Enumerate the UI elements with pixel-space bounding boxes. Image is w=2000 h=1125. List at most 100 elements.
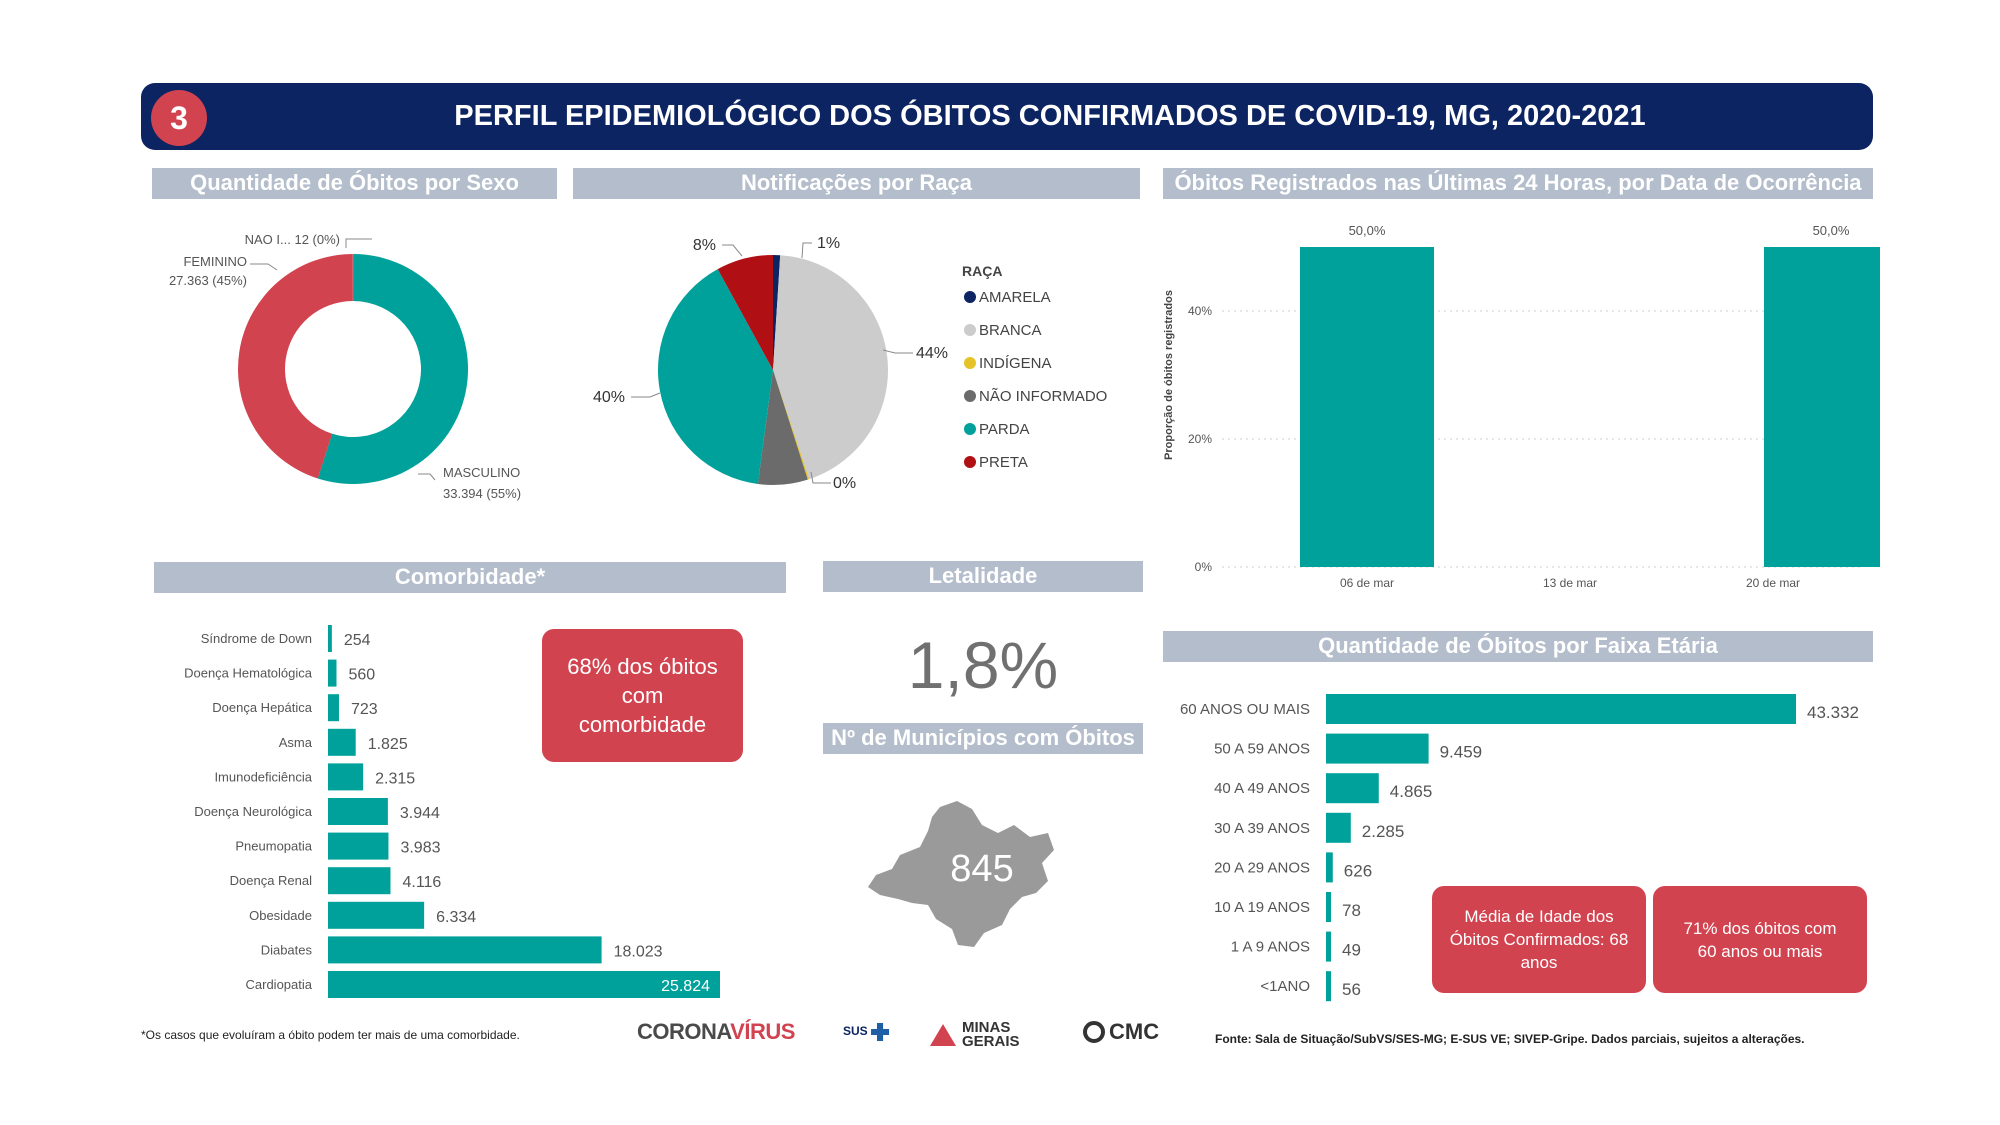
comorbidity-bar-chart: Síndrome de Down 254 Doença Hematológica 56…	[184, 625, 720, 998]
race-pie-chart: 1% 8% 44% 40% 0% RAÇA AMARELA BRANCA INDÍG…	[593, 235, 1107, 492]
legend-marker-amarela	[964, 291, 976, 303]
comorbidity-bar-cardiopatia	[328, 971, 720, 998]
nao-informado-leader	[345, 238, 372, 248]
age-category-5: 20 A 29 ANOS	[1214, 859, 1310, 876]
age-bar-1-a-9-anos	[1326, 931, 1331, 962]
legend-title: RAÇA	[962, 263, 1002, 279]
logo-mg-text: MINAS GERAIS	[962, 1019, 1020, 1050]
race-slice-nao-informado	[757, 370, 808, 485]
comorbidity-bar-diabates	[328, 936, 602, 964]
lethality-value: 1,8%	[907, 628, 1059, 702]
comorbidity-category-9: Obesidade	[249, 908, 312, 923]
parda-pct: 40%	[593, 389, 625, 406]
legend-label-indigena: INDÍGENA	[979, 355, 1052, 372]
age-bar-1ano	[1326, 971, 1331, 1002]
section-title-last24: Óbitos Registrados nas Últimas 24 Horas,…	[1163, 168, 1873, 199]
state-shape	[868, 801, 1054, 947]
comorbidity-bar-obesidade	[328, 901, 425, 929]
race-pie-group	[658, 255, 888, 485]
comorbidity-value-4: 1.825	[368, 736, 408, 753]
header-banner	[141, 83, 1873, 150]
legend-marker-parda	[964, 423, 976, 435]
comorbidity-value-7: 3.983	[400, 840, 440, 857]
legend-marker-indigena	[964, 357, 976, 369]
branca-pct: 44%	[916, 345, 948, 362]
comorbidity-value-3: 723	[351, 701, 378, 718]
y-tick-20: 20%	[1188, 432, 1212, 446]
x-tick-2: 13 de mar	[1543, 576, 1597, 590]
section-title-age: Quantidade de Óbitos por Faixa Etária	[1163, 631, 1873, 662]
race-legend: RAÇA AMARELA BRANCA INDÍGENA NÃO INFORMADO P…	[962, 263, 1107, 471]
y-axis-label: Proporção de óbitos registrados	[1163, 290, 1175, 460]
logo-corona-text: CORONA	[637, 1019, 731, 1044]
comorbidity-category-10: Diabates	[261, 942, 313, 957]
feminino-leader	[250, 263, 278, 271]
comorbidity-bar-doenca-renal	[328, 867, 391, 895]
age-bar-20-a-29-anos	[1326, 852, 1333, 883]
comorbidity-bar-doenca-hepatica	[328, 694, 339, 722]
comorbidity-category-5: Imunodeficiência	[214, 769, 312, 784]
race-slice-amarela	[773, 255, 781, 370]
age-category-4: 30 A 39 ANOS	[1214, 820, 1310, 837]
section-title-lethality: Letalidade	[823, 561, 1143, 592]
data-source: Fonte: Sala de Situação/SubVS/SES-MG; E-…	[1215, 1032, 1805, 1046]
race-slice-branca	[773, 255, 888, 480]
y-tick-40: 40%	[1188, 304, 1212, 318]
comorbidity-category-2: Doença Hematológica	[184, 666, 313, 681]
comorbidity-bar-doenca-hematologica	[328, 659, 337, 687]
comorbidity-value-6: 3.944	[400, 805, 440, 822]
logo-virus-text: VÍRUS	[730, 1019, 795, 1044]
comorbidity-category-6: Doença Neurológica	[194, 804, 313, 819]
section-title-sex: Quantidade de Óbitos por Sexo	[152, 168, 557, 199]
x-tick-3: 20 de mar	[1746, 576, 1800, 590]
parda-leader	[631, 392, 661, 398]
legend-marker-nao-informado	[964, 390, 976, 402]
age-category-8: <1ANO	[1260, 978, 1310, 995]
comorbidity-value-1: 254	[344, 632, 371, 649]
masculino-label: MASCULINO	[443, 465, 520, 480]
footnote: *Os casos que evoluíram a óbito podem te…	[141, 1028, 520, 1042]
legend-label-preta: PRETA	[979, 454, 1028, 471]
nao-informado-label: NAO I... 12 (0%)	[245, 232, 340, 247]
comorbidity-value-5: 2.315	[375, 770, 415, 787]
legend-label-amarela: AMARELA	[979, 289, 1051, 306]
preta-pct: 8%	[693, 237, 716, 254]
age-bar-chart: 60 ANOS OU MAIS 43.332 50 A 59 ANOS 9.459 40…	[1180, 694, 1859, 1002]
age-value-7: 49	[1342, 941, 1361, 960]
age-bars: 60 ANOS OU MAIS 43.332 50 A 59 ANOS 9.459 40…	[1180, 694, 1859, 1002]
comorbidity-value-2: 560	[349, 667, 376, 684]
age-category-6: 10 A 19 ANOS	[1214, 899, 1310, 916]
age-value-6: 78	[1342, 901, 1361, 920]
age-category-7: 1 A 9 ANOS	[1231, 939, 1310, 956]
legend-marker-preta	[964, 456, 976, 468]
last24-bar-label-1: 50,0%	[1349, 223, 1386, 238]
comorbidity-bar-sindrome-de-down	[328, 625, 332, 652]
feminino-label: FEMININO	[183, 254, 247, 269]
comorbidity-category-8: Doença Renal	[230, 873, 312, 888]
mg-triangle-icon	[930, 1024, 956, 1046]
age-value-3: 4.865	[1390, 782, 1433, 801]
last24-bar-2	[1764, 247, 1880, 567]
section-title-municipalities: Nº de Municípios com Óbitos	[823, 723, 1143, 754]
municipalities-count: 845	[950, 848, 1013, 890]
comorbidity-category-11: Cardiopatia	[246, 977, 313, 992]
age-value-8: 56	[1342, 980, 1361, 999]
amarela-leader	[801, 242, 812, 259]
comorbidity-kpi: 68% dos óbitos com comorbidade	[542, 629, 743, 762]
section-number-badge: 3	[151, 90, 207, 146]
comorbidity-bars: Síndrome de Down 254 Doença Hematológica 56…	[184, 625, 720, 998]
nao-informado-pct: 0%	[833, 475, 856, 492]
x-tick-1: 06 de mar	[1340, 576, 1394, 590]
mean-age-kpi: Média de Idade dos Óbitos Confirmados: 6…	[1432, 886, 1646, 993]
age-bar-60-anos-ou-mais	[1326, 694, 1796, 724]
pct-60plus-kpi: 71% dos óbitos com 60 anos ou mais	[1653, 886, 1867, 993]
legend-label-nao-informado: NÃO INFORMADO	[979, 388, 1107, 405]
legend-label-branca: BRANCA	[979, 322, 1042, 339]
race-slice-indigena	[773, 370, 810, 480]
sex-slice-masculino	[317, 254, 468, 484]
sex-donut-group	[237, 254, 468, 484]
last24-bar-chart: Proporção de óbitos registrados 0% 20% 4…	[1163, 223, 1880, 590]
cmc-gear-icon	[1083, 1021, 1105, 1043]
last24-bar-1	[1300, 247, 1434, 567]
comorbidity-value-10: 18.023	[614, 943, 663, 960]
